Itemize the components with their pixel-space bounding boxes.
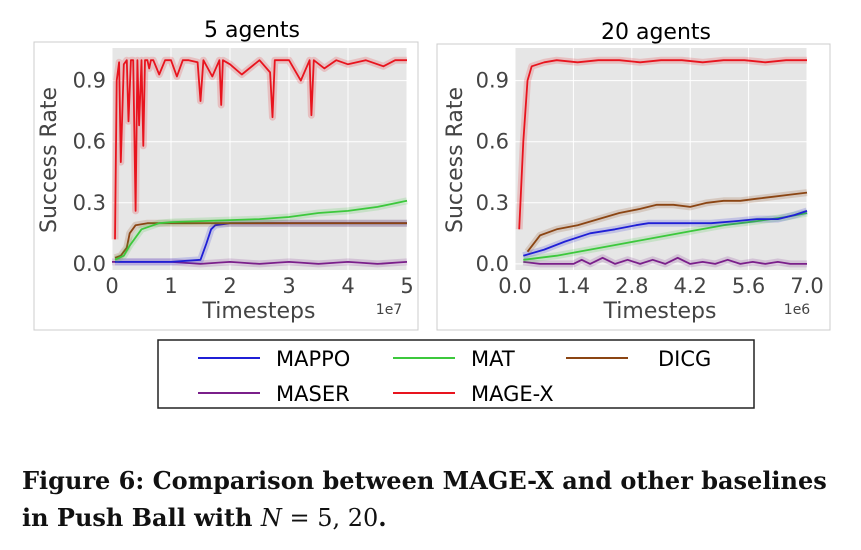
caption-text: Comparison between MAGE-X and other base… [22, 466, 827, 532]
legend: MAPPO MAT DICG MASER MAGE-X [157, 339, 755, 409]
caption-equals: = [281, 504, 318, 532]
chart-title: 5 agents [204, 18, 300, 43]
x-tick-label: 2.8 [615, 274, 648, 298]
series-group [111, 56, 408, 268]
x-tick-label: 1.4 [557, 274, 590, 298]
legend-label-mat: MAT [471, 347, 515, 371]
x-tick-label: 7.0 [790, 274, 823, 298]
tick-labels: 0 1 2 3 4 5 0.0 0.3 0.6 0.9 [73, 69, 414, 298]
series-line-mage-x [114, 59, 407, 240]
y-axis-label: Success Rate [37, 87, 62, 233]
x-tick-label: 4.2 [673, 274, 706, 298]
series-line-dicg [114, 222, 407, 259]
series-group [515, 56, 809, 268]
x-tick-label: 4 [341, 274, 354, 298]
series-line-mage-x [518, 59, 807, 230]
legend-label-mappo: MAPPO [276, 347, 350, 371]
chart-title: 20 agents [601, 20, 711, 45]
series-line-mat [114, 199, 408, 261]
x-tick-label: 0.0 [498, 274, 531, 298]
y-tick-label: 0.3 [73, 191, 106, 215]
series-line-maser [523, 256, 807, 265]
legend-label-maser: MASER [276, 382, 350, 406]
x-tick-label: 1 [164, 274, 177, 298]
series-line-mappo [523, 210, 808, 257]
grid [514, 48, 808, 270]
legend-label-dicg: DICG [658, 347, 711, 371]
x-tick-label: 3 [282, 274, 295, 298]
plot-area [515, 48, 807, 270]
x-tick-label: 2 [223, 274, 236, 298]
legend-label-mage-x: MAGE-X [471, 382, 554, 406]
x-axis-label: Timesteps [603, 299, 717, 324]
y-tick-label: 0.6 [73, 130, 106, 154]
x-tick-label: 5.6 [732, 274, 765, 298]
x-tick-label: 5 [400, 274, 413, 298]
x-axis-label: Timesteps [202, 299, 316, 324]
y-axis-label: Success Rate [443, 87, 468, 233]
caption-variable: N [260, 504, 282, 532]
caption-values: 5, 20 [317, 504, 379, 532]
y-tick-label: 0.9 [73, 69, 106, 93]
x-axis-multiplier: 1e6 [784, 302, 811, 318]
plot-area [112, 48, 407, 270]
caption-end: . [378, 503, 387, 532]
x-tick-label: 0 [105, 274, 118, 298]
chart-5-agents: 5 agents 0 1 2 3 4 5 0.0 0.3 0.6 0.9 Timesteps 1e… [33, 18, 419, 331]
chart-20-agents: 20 agents 0.0 1.4 2.8 4.2 5.6 7.0 0.0 0.3 0.6 0.9… [436, 20, 831, 331]
y-tick-label: 0.3 [476, 191, 509, 215]
caption-label: Figure 6: [22, 466, 145, 495]
y-tick-label: 0.9 [476, 69, 509, 93]
grid [111, 48, 408, 270]
x-axis-multiplier: 1e7 [376, 302, 402, 318]
series-line-dicg [526, 191, 808, 253]
figure-caption: Figure 6: Comparison between MAGE-X and … [22, 462, 842, 537]
tick-labels: 0.0 1.4 2.8 4.2 5.6 7.0 0.0 0.3 0.6 0.9 [476, 69, 824, 298]
y-tick-label: 0.0 [73, 252, 106, 276]
legend-box [157, 339, 755, 409]
y-tick-label: 0.6 [476, 130, 509, 154]
y-tick-label: 0.0 [476, 252, 509, 276]
